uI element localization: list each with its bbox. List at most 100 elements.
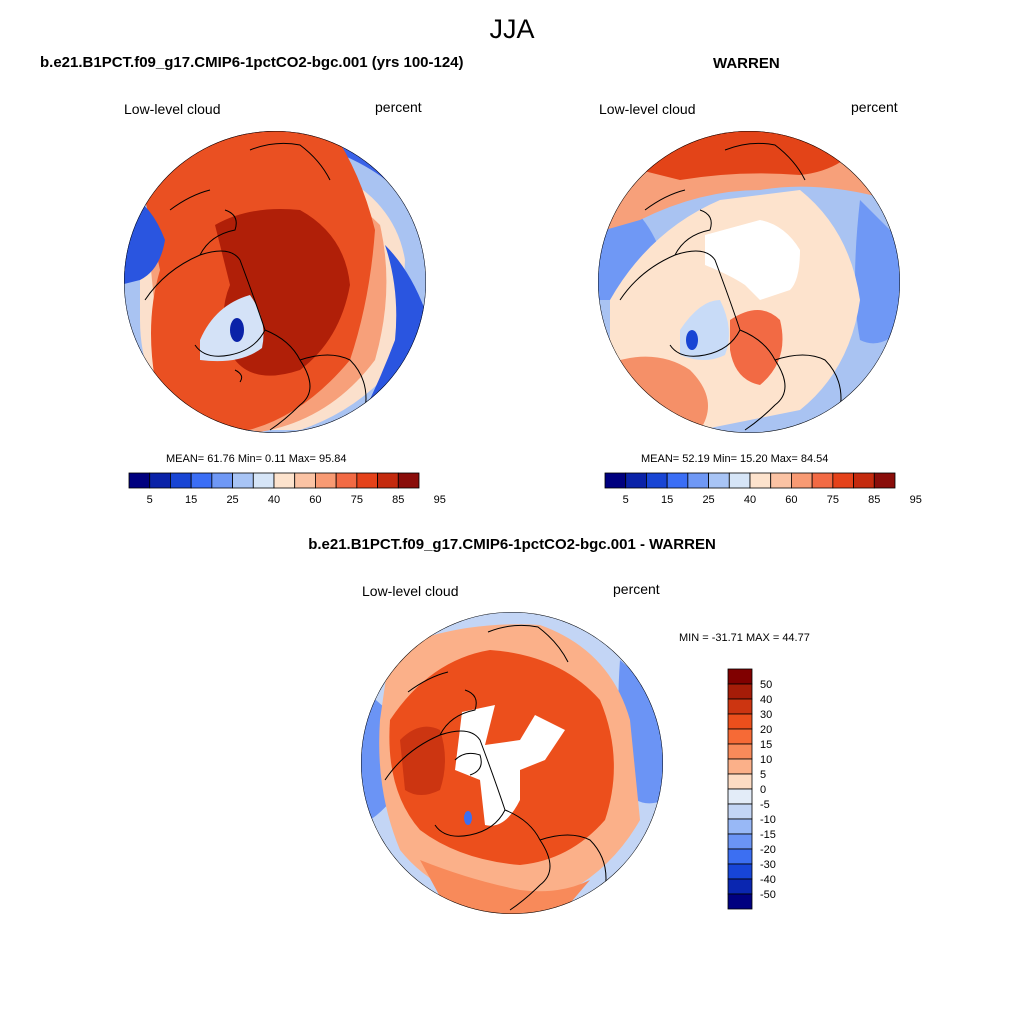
panel-3-colorbar-swatch xyxy=(727,803,753,820)
panel-3-colorbar-swatch xyxy=(727,833,753,850)
panel-3-colorbar-swatch xyxy=(727,713,753,730)
panel-3-colorbar-tick-label: -15 xyxy=(760,829,776,841)
panel-3-colorbar-tick-label: -20 xyxy=(760,844,776,856)
panel-1-colorbar-swatch xyxy=(170,472,192,489)
panel-3-colorbar-tick-label: 30 xyxy=(760,709,772,721)
panel-1-colorbar-swatch xyxy=(252,472,275,489)
panel-2-colorbar-swatch xyxy=(749,472,772,489)
panel-1-colorbar-tick-label: 85 xyxy=(392,494,404,506)
panel-2-stats: MEAN= 52.19 Min= 15.20 Max= 84.54 xyxy=(641,453,829,465)
panel-2-colorbar-swatch xyxy=(708,472,730,489)
panel-2-title: WARREN xyxy=(713,55,780,72)
panel-2-colorbar-tick-label: 5 xyxy=(623,494,629,506)
panel-1-colorbar-swatch xyxy=(315,472,337,489)
panel-3-colorbar-swatch xyxy=(727,818,753,835)
panel-1-stats: MEAN= 61.76 Min= 0.11 Max= 95.84 xyxy=(166,453,347,465)
panel-3-colorbar-tick-label: -40 xyxy=(760,874,776,886)
panel-2-colorbar-tick-label: 60 xyxy=(785,494,797,506)
panel-2-field-blue-east xyxy=(855,200,900,344)
panel-2-polar-map xyxy=(598,131,900,433)
panel-1-coastlines xyxy=(144,142,367,431)
panel-2-field-red-center xyxy=(730,310,783,385)
panel-3-colorbar-tick-label: 50 xyxy=(760,679,772,691)
panel-3-colorbar-tick-label: -10 xyxy=(760,814,776,826)
panel-1-title: b.e21.B1PCT.f09_g17.CMIP6-1pctCO2-bgc.00… xyxy=(40,54,464,71)
panel-2-colorbar-swatch xyxy=(646,472,668,489)
panel-2-colorbar-swatch xyxy=(687,472,709,489)
panel-1-colorbar-tick-label: 5 xyxy=(147,494,153,506)
panel-2-greenland-min xyxy=(686,330,698,350)
panel-2-colorbar-tick-label: 25 xyxy=(702,494,714,506)
panel-1-colorbar-swatch xyxy=(356,472,378,489)
panel-3-title: b.e21.B1PCT.f09_g17.CMIP6-1pctCO2-bgc.00… xyxy=(308,536,716,553)
panel-3-colorbar-swatch xyxy=(727,683,753,700)
panel-2-variable-label: Low-level cloud xyxy=(599,101,696,117)
panel-2-units-label: percent xyxy=(851,99,898,115)
panel-2-colorbar-swatch xyxy=(770,472,792,489)
panel-2-colorbar-swatch xyxy=(604,472,627,489)
panel-1-colorbar-tick-label: 15 xyxy=(185,494,197,506)
panel-3-colorbar-swatch xyxy=(727,878,753,895)
panel-1-colorbar-swatch xyxy=(377,472,399,489)
panel-1-polar-map xyxy=(124,131,426,433)
panel-1-colorbar-tick-label: 25 xyxy=(226,494,238,506)
panel-1-colorbar-swatch xyxy=(335,472,358,489)
panel-3-greenland-min xyxy=(464,811,472,825)
panel-1-colorbar-swatch xyxy=(273,472,296,489)
panel-3-colorbar-swatch xyxy=(727,698,753,715)
panel-1-colorbar-tick-label: 95 xyxy=(434,494,446,506)
panel-1-colorbar-swatch xyxy=(232,472,254,489)
panel-1-colorbar-swatch xyxy=(128,472,151,489)
panel-2-field-missing-arctic xyxy=(705,220,800,300)
panel-1-colorbar-tick-label: 75 xyxy=(351,494,363,506)
panel-2-colorbar-tick-label: 75 xyxy=(827,494,839,506)
panel-3-colorbar-swatch xyxy=(727,668,753,685)
panel-2-colorbar-swatch xyxy=(791,472,813,489)
panel-3-field-south-light xyxy=(420,860,590,914)
panel-1-colorbar-swatch xyxy=(190,472,213,489)
panel-3-stats: MIN = -31.71 MAX = 44.77 xyxy=(679,632,810,644)
panel-3-colorbar-swatch xyxy=(727,773,753,790)
panel-1-colorbar-tick-label: 40 xyxy=(268,494,280,506)
panel-3-colorbar-swatch xyxy=(727,743,753,760)
panel-3-colorbar-tick-label: 15 xyxy=(760,739,772,751)
panel-1-colorbar-swatch xyxy=(211,472,233,489)
panel-3-polar-map xyxy=(361,612,663,914)
figure-title: JJA xyxy=(489,14,535,44)
panel-3-colorbar-tick-label: 40 xyxy=(760,694,772,706)
panel-2-colorbar-swatch xyxy=(853,472,875,489)
panel-3-colorbar-tick-label: -30 xyxy=(760,859,776,871)
panel-3-colorbar-tick-label: -50 xyxy=(760,889,776,901)
panel-2-colorbar-tick-label: 40 xyxy=(744,494,756,506)
panel-2-colorbar-swatch xyxy=(873,472,896,489)
panel-1-colorbar: 5 15 25 40 60 75 85 95 xyxy=(128,472,446,506)
panel-3-colorbar-swatch xyxy=(727,848,753,865)
panel-2-coastlines xyxy=(619,142,842,431)
panel-2-colorbar-swatch xyxy=(811,472,834,489)
panel-2-colorbar-tick-label: 95 xyxy=(910,494,922,506)
panel-2-colorbar-swatch xyxy=(666,472,689,489)
panel-3-variable-label: Low-level cloud xyxy=(362,583,459,599)
panel-3-colorbar-swatch xyxy=(727,863,753,880)
panel-2-colorbar-tick-label: 85 xyxy=(868,494,880,506)
panel-1-colorbar-tick-label: 60 xyxy=(309,494,321,506)
panel-1-colorbar-swatch xyxy=(294,472,316,489)
panel-3-colorbar-swatch xyxy=(727,788,753,805)
panel-3-colorbar-tick-label: 5 xyxy=(760,769,766,781)
panel-3-colorbar-swatch xyxy=(727,758,753,775)
panel-2-colorbar-swatch xyxy=(625,472,647,489)
panel-1-greenland-min xyxy=(230,318,244,342)
panel-3-colorbar-tick-label: -5 xyxy=(760,799,770,811)
panel-3-colorbar-tick-label: 20 xyxy=(760,724,772,736)
panel-3-units-label: percent xyxy=(613,581,660,597)
panel-3-coastlines xyxy=(384,624,607,911)
panel-3-colorbar-swatch xyxy=(727,893,753,910)
panel-3-colorbar-tick-label: 10 xyxy=(760,754,772,766)
panel-3-colorbar-swatch xyxy=(727,728,753,745)
panel-2-colorbar-swatch xyxy=(832,472,854,489)
panel-1-colorbar-swatch xyxy=(149,472,171,489)
panel-1-variable-label: Low-level cloud xyxy=(124,101,221,117)
panel-2-colorbar-tick-label: 15 xyxy=(661,494,673,506)
